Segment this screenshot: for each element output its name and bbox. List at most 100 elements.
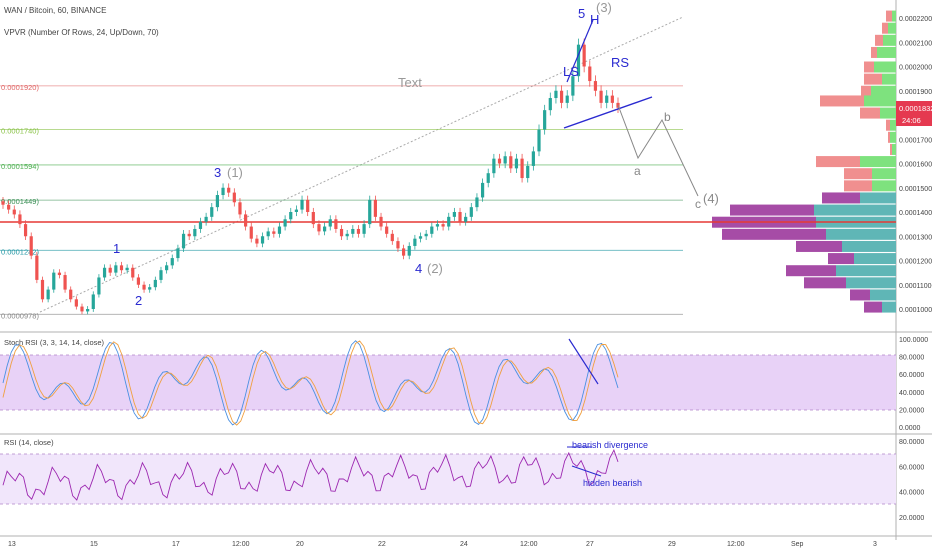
stoch-k-line — [2, 340, 619, 426]
candle-body — [593, 81, 598, 91]
wave-4-paren: (2) — [427, 261, 443, 276]
volume-profile-bar — [850, 289, 870, 301]
candle-body — [260, 236, 265, 244]
candle-body — [40, 279, 45, 300]
wave-3-paren: (1) — [227, 165, 243, 180]
stoch-tick-label: 0.0000 — [899, 425, 921, 432]
candle-body — [63, 275, 67, 290]
price-badge: 0.0001832 — [899, 104, 932, 113]
volume-profile-bar — [882, 22, 888, 34]
rsi-tick-label: 80.0000 — [899, 439, 924, 446]
fib-label: 0.0001740) — [1, 127, 39, 136]
candle-body — [232, 192, 236, 203]
volume-profile-bar — [872, 168, 896, 180]
x-tick-label: 22 — [378, 541, 386, 548]
volume-profile-bar — [822, 192, 860, 204]
volume-profile-bar — [880, 107, 896, 119]
volume-profile-bar — [888, 22, 896, 34]
candle-body — [204, 216, 208, 222]
wave-4-label: 4 — [415, 261, 422, 276]
correction-c-label: c — [695, 197, 701, 211]
volume-profile-bar — [871, 46, 877, 58]
dotted-trendline — [39, 16, 684, 313]
correction-path — [617, 104, 699, 197]
volume-profile-bar — [874, 61, 896, 73]
stoch-tick-label: 40.0000 — [899, 390, 924, 397]
fib-label: 0.0001242) — [1, 247, 39, 256]
candle-body — [125, 267, 129, 271]
x-tick-label: 13 — [8, 541, 16, 548]
volume-profile-bar — [828, 253, 854, 265]
stoch-tick-label: 100.0000 — [899, 337, 928, 344]
candle-body — [424, 233, 428, 237]
fib-label: 0.0001594) — [1, 162, 39, 171]
candle-body — [46, 289, 50, 300]
volume-profile-bar — [870, 289, 896, 301]
candle-body — [469, 207, 473, 217]
volume-profile-bar — [836, 265, 896, 277]
candle-body — [537, 129, 541, 152]
rsi-line — [2, 448, 619, 501]
volume-profile-bar — [826, 228, 896, 240]
candle-body — [605, 95, 609, 103]
candle-body — [548, 98, 552, 111]
volume-profile-bar — [877, 46, 896, 58]
candle-body — [435, 224, 440, 227]
candle-body — [176, 248, 180, 259]
candle-body — [407, 245, 411, 256]
candle-body — [210, 207, 214, 217]
right-shoulder-label: RS — [611, 55, 629, 70]
fib-label: 0.0001920) — [1, 83, 39, 92]
candle-body — [1, 201, 5, 205]
volume-profile-bar — [816, 156, 860, 168]
candle-body — [520, 158, 524, 179]
wave-1-label: 1 — [113, 241, 120, 256]
candle-body — [345, 233, 349, 237]
x-tick-label: 12:00 — [232, 541, 250, 548]
volume-profile-bar — [860, 156, 896, 168]
candle-body — [97, 277, 101, 295]
volume-profile-bar — [886, 10, 892, 22]
price-badge-bg — [896, 101, 932, 114]
candle-body — [165, 265, 169, 271]
candle-body — [452, 212, 456, 217]
wave-2-label: 2 — [135, 293, 142, 308]
candle-body — [379, 216, 383, 227]
text-label: Text — [398, 75, 422, 90]
candle-body — [582, 44, 586, 67]
neckline — [563, 96, 653, 129]
candle-body — [599, 90, 603, 103]
volume-profile-bar — [846, 277, 896, 289]
volume-profile-bar — [890, 119, 896, 131]
candle-body — [148, 287, 152, 290]
volume-profile-bar — [844, 180, 872, 192]
candle-body — [543, 110, 547, 130]
bearish-divergence-label: bearish divergence — [572, 440, 648, 450]
hidden-bearish-line — [571, 465, 602, 477]
x-tick-label: 24 — [460, 541, 468, 548]
candle-body — [215, 195, 220, 208]
candle-body — [86, 309, 90, 312]
candle-body — [362, 224, 366, 234]
stoch-tick-label: 20.0000 — [899, 407, 924, 414]
wave-5-paren: (3) — [596, 0, 612, 15]
countdown: 24:06 — [902, 116, 921, 125]
volume-profile-bar — [864, 301, 882, 313]
candle-body — [531, 151, 535, 166]
stoch-d-line — [2, 340, 619, 426]
candle-body — [430, 226, 434, 234]
x-tick-label: Sep — [791, 541, 804, 548]
volume-profile-bar — [820, 95, 864, 107]
candle-body — [170, 258, 174, 266]
volume-profile-bar — [890, 143, 892, 155]
candle-body — [221, 187, 225, 196]
candle-body — [503, 156, 507, 164]
volume-profile-bar — [844, 168, 872, 180]
candle-body — [486, 173, 490, 183]
